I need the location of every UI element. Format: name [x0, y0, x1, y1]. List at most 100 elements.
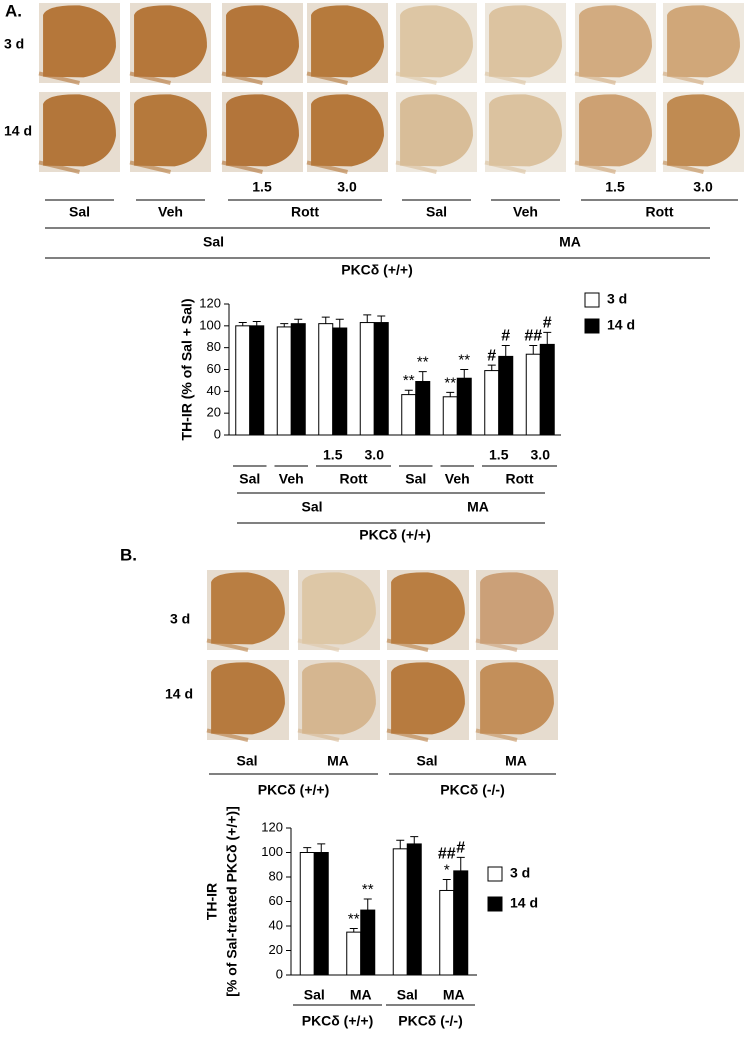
group-label: Rott [340, 471, 368, 487]
bar [442, 396, 458, 436]
legend-swatch [487, 866, 503, 882]
legend-label: 3 d [607, 291, 627, 307]
y-tick-label: 60 [207, 361, 221, 376]
tissue-edge [306, 71, 348, 85]
tissue-edge [662, 71, 704, 85]
error-bar [410, 836, 419, 844]
error-bar [487, 364, 496, 371]
tissue-edge [221, 71, 263, 85]
tissue-edge [395, 71, 437, 85]
legend-label: 14 d [607, 317, 635, 333]
x-tick-label: 3.0 [365, 447, 385, 463]
tissue-edge [129, 160, 171, 174]
treatment-label: MA [327, 753, 349, 769]
error-bar [363, 314, 372, 323]
group-label: Sal [69, 204, 90, 220]
significance: # [543, 315, 552, 332]
significance: ** [444, 374, 456, 391]
legend-label: 3 d [510, 865, 530, 881]
tissue-edge [297, 728, 340, 742]
bar [318, 323, 334, 436]
bar [346, 931, 362, 976]
error-bar [543, 331, 552, 345]
group-label: Rott [646, 204, 674, 220]
bar [439, 889, 455, 976]
tissue-edge [475, 638, 518, 652]
tissue-edge [206, 728, 249, 742]
dose-label: 3.0 [693, 179, 713, 195]
bar [299, 852, 315, 976]
tissue [302, 662, 376, 735]
x-tick-label: Sal [397, 987, 418, 1003]
error-bar [460, 369, 469, 379]
tissue-edge [574, 71, 616, 85]
group-label: PKCδ (-/-) [398, 1013, 462, 1029]
row-label: 14 d [4, 123, 32, 139]
group-label: MA [467, 499, 489, 515]
group-label: Veh [513, 204, 538, 220]
group-label: Veh [158, 204, 183, 220]
group-label: Rott [291, 204, 319, 220]
tissue [489, 5, 562, 78]
x-tick-label: 1.5 [489, 447, 509, 463]
tissue-edge [306, 160, 348, 174]
group-label: PKCδ (-/-) [440, 782, 504, 798]
significance: ** [417, 354, 429, 371]
tissue-edge [38, 71, 80, 85]
significance: ** [458, 351, 470, 368]
tissue [489, 94, 562, 167]
y-tick-label: 20 [269, 942, 283, 957]
tissue [211, 572, 285, 645]
y-tick-label: 120 [261, 819, 283, 834]
error-bar [529, 344, 538, 355]
error-bar [456, 856, 465, 871]
tissue-edge [221, 160, 263, 174]
significance: ** [348, 910, 360, 927]
y-tick-label: 20 [207, 405, 221, 420]
tissue [134, 94, 207, 167]
tissue [579, 5, 652, 78]
tissue [391, 572, 465, 645]
tissue-edge [484, 160, 526, 174]
tissue-edge [129, 71, 171, 85]
bar [249, 325, 265, 436]
y-tick-label: 120 [199, 295, 221, 310]
error-bar [294, 318, 303, 324]
group-label: Sal [301, 499, 322, 515]
tissue [134, 5, 207, 78]
tissue-edge [574, 160, 616, 174]
tissue [226, 94, 299, 167]
treatment-label: Sal [416, 753, 437, 769]
bar [484, 370, 500, 436]
error-bar [446, 391, 455, 397]
error-bar [280, 323, 289, 327]
bar [290, 323, 306, 436]
tissue [400, 94, 473, 167]
group-label: Sal [405, 471, 426, 487]
error-bar [501, 344, 510, 357]
x-tick-label: 1.5 [323, 447, 343, 463]
significance: ## [438, 846, 456, 863]
y-tick-label: 100 [261, 844, 283, 859]
tissue-edge [475, 728, 518, 742]
panel-label: A. [5, 1, 22, 20]
bar [276, 326, 292, 436]
group-label: Sal [239, 471, 260, 487]
tissue-edge [38, 160, 80, 174]
y-tick-label: 80 [269, 868, 283, 883]
tissue-edge [395, 160, 437, 174]
legend-swatch [584, 318, 600, 334]
significance: ** [403, 372, 415, 389]
bar [525, 353, 541, 436]
group-label: PKCδ (+/+) [258, 782, 330, 798]
bar [235, 325, 251, 436]
tissue [211, 662, 285, 735]
bar [373, 322, 389, 436]
treatment-label: Sal [236, 753, 257, 769]
error-bar [442, 878, 451, 891]
row-label: 14 d [165, 686, 193, 702]
y-tick-label: 0 [214, 426, 221, 441]
error-bar [252, 320, 261, 326]
error-bar [335, 318, 344, 329]
